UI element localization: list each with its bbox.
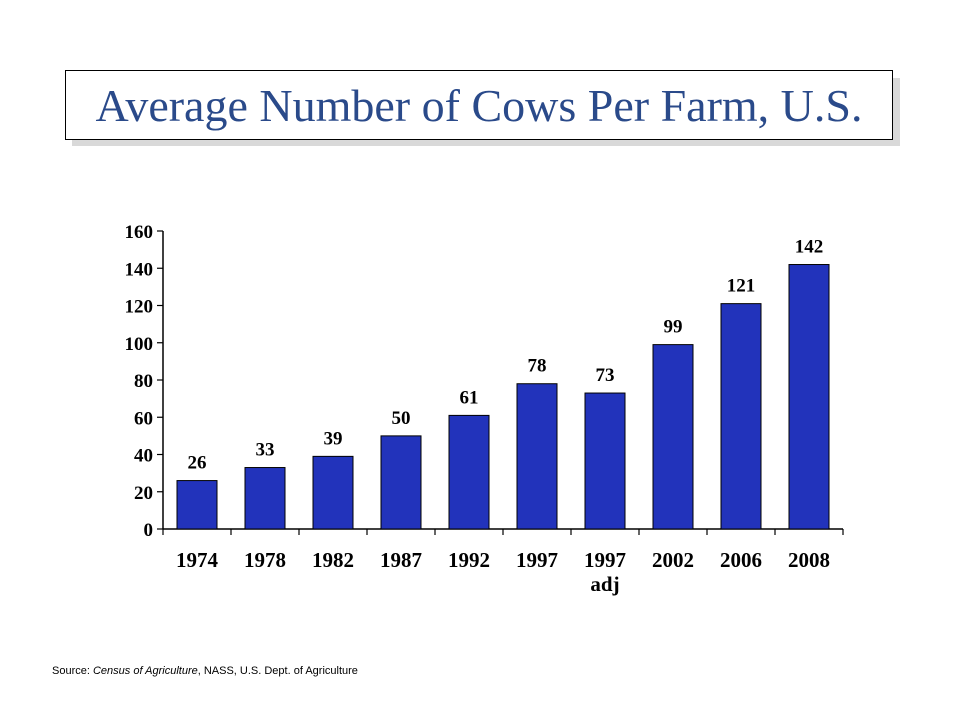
x-tick-label: 2002 bbox=[652, 548, 694, 572]
x-tick-label: 1997 adj bbox=[584, 548, 626, 596]
bar bbox=[788, 264, 830, 530]
y-tick-label: 40 bbox=[134, 446, 153, 467]
chart-title: Average Number of Cows Per Farm, U.S. bbox=[95, 79, 863, 131]
data-label: 142 bbox=[795, 237, 824, 258]
x-tick-label-line: 1974 bbox=[176, 548, 219, 572]
y-tick-label: 160 bbox=[125, 222, 154, 243]
x-tick-label-line: 2008 bbox=[788, 548, 830, 572]
y-tick-label: 80 bbox=[134, 371, 153, 392]
data-label: 39 bbox=[324, 428, 343, 449]
data-label: 50 bbox=[392, 408, 411, 429]
y-tick-label: 0 bbox=[144, 520, 154, 541]
source-publication: Census of Agriculture bbox=[92, 665, 198, 677]
x-tick-label: 1992 bbox=[448, 548, 490, 572]
source-prefix: Source: bbox=[52, 665, 93, 677]
x-tick-label-line: 1997 bbox=[584, 548, 626, 572]
y-tick-label: 120 bbox=[125, 297, 154, 318]
source-agency: , NASS, U.S. Dept. of Agriculture bbox=[197, 665, 358, 677]
x-tick-label-line: 1992 bbox=[448, 548, 490, 572]
bar bbox=[380, 435, 422, 530]
bar bbox=[176, 480, 218, 530]
bar bbox=[584, 392, 626, 530]
x-tick-label-line: 1997 bbox=[516, 548, 558, 572]
data-label: 99 bbox=[664, 317, 683, 338]
x-tick-label: 1987 bbox=[380, 548, 422, 572]
x-tick-label-line: 2002 bbox=[652, 548, 694, 572]
bar bbox=[720, 303, 762, 530]
y-tick-label: 140 bbox=[125, 259, 154, 280]
bar bbox=[652, 344, 694, 530]
x-tick-label-line: 1987 bbox=[380, 548, 422, 572]
bar bbox=[448, 414, 490, 530]
data-label: 33 bbox=[256, 440, 275, 461]
title-box: Average Number of Cows Per Farm, U.S. bbox=[65, 70, 893, 140]
data-label: 61 bbox=[460, 387, 479, 408]
data-label: 26 bbox=[188, 453, 207, 474]
x-tick-label-line: 2006 bbox=[720, 548, 762, 572]
data-label: 78 bbox=[528, 356, 547, 377]
x-tick-label: 1997 bbox=[516, 548, 558, 572]
x-tick-label: 1974 bbox=[176, 548, 219, 572]
x-tick-label-line: 1978 bbox=[244, 548, 286, 572]
y-tick-label: 20 bbox=[134, 483, 153, 504]
x-tick-label-line: adj bbox=[590, 572, 619, 596]
x-tick-label: 1982 bbox=[312, 548, 354, 572]
x-tick-label: 2008 bbox=[788, 548, 830, 572]
data-label: 121 bbox=[727, 276, 756, 297]
bar bbox=[516, 383, 558, 530]
y-tick-label: 100 bbox=[125, 334, 154, 355]
x-tick-label: 2006 bbox=[720, 548, 762, 572]
bar bbox=[244, 467, 286, 530]
data-label: 73 bbox=[596, 365, 615, 386]
x-tick-label: 1978 bbox=[244, 548, 286, 572]
source-note: Source: Census of Agriculture, NASS, U.S… bbox=[52, 665, 358, 677]
bar bbox=[312, 455, 354, 530]
x-tick-label-line: 1982 bbox=[312, 548, 354, 572]
y-tick-label: 60 bbox=[134, 408, 153, 429]
